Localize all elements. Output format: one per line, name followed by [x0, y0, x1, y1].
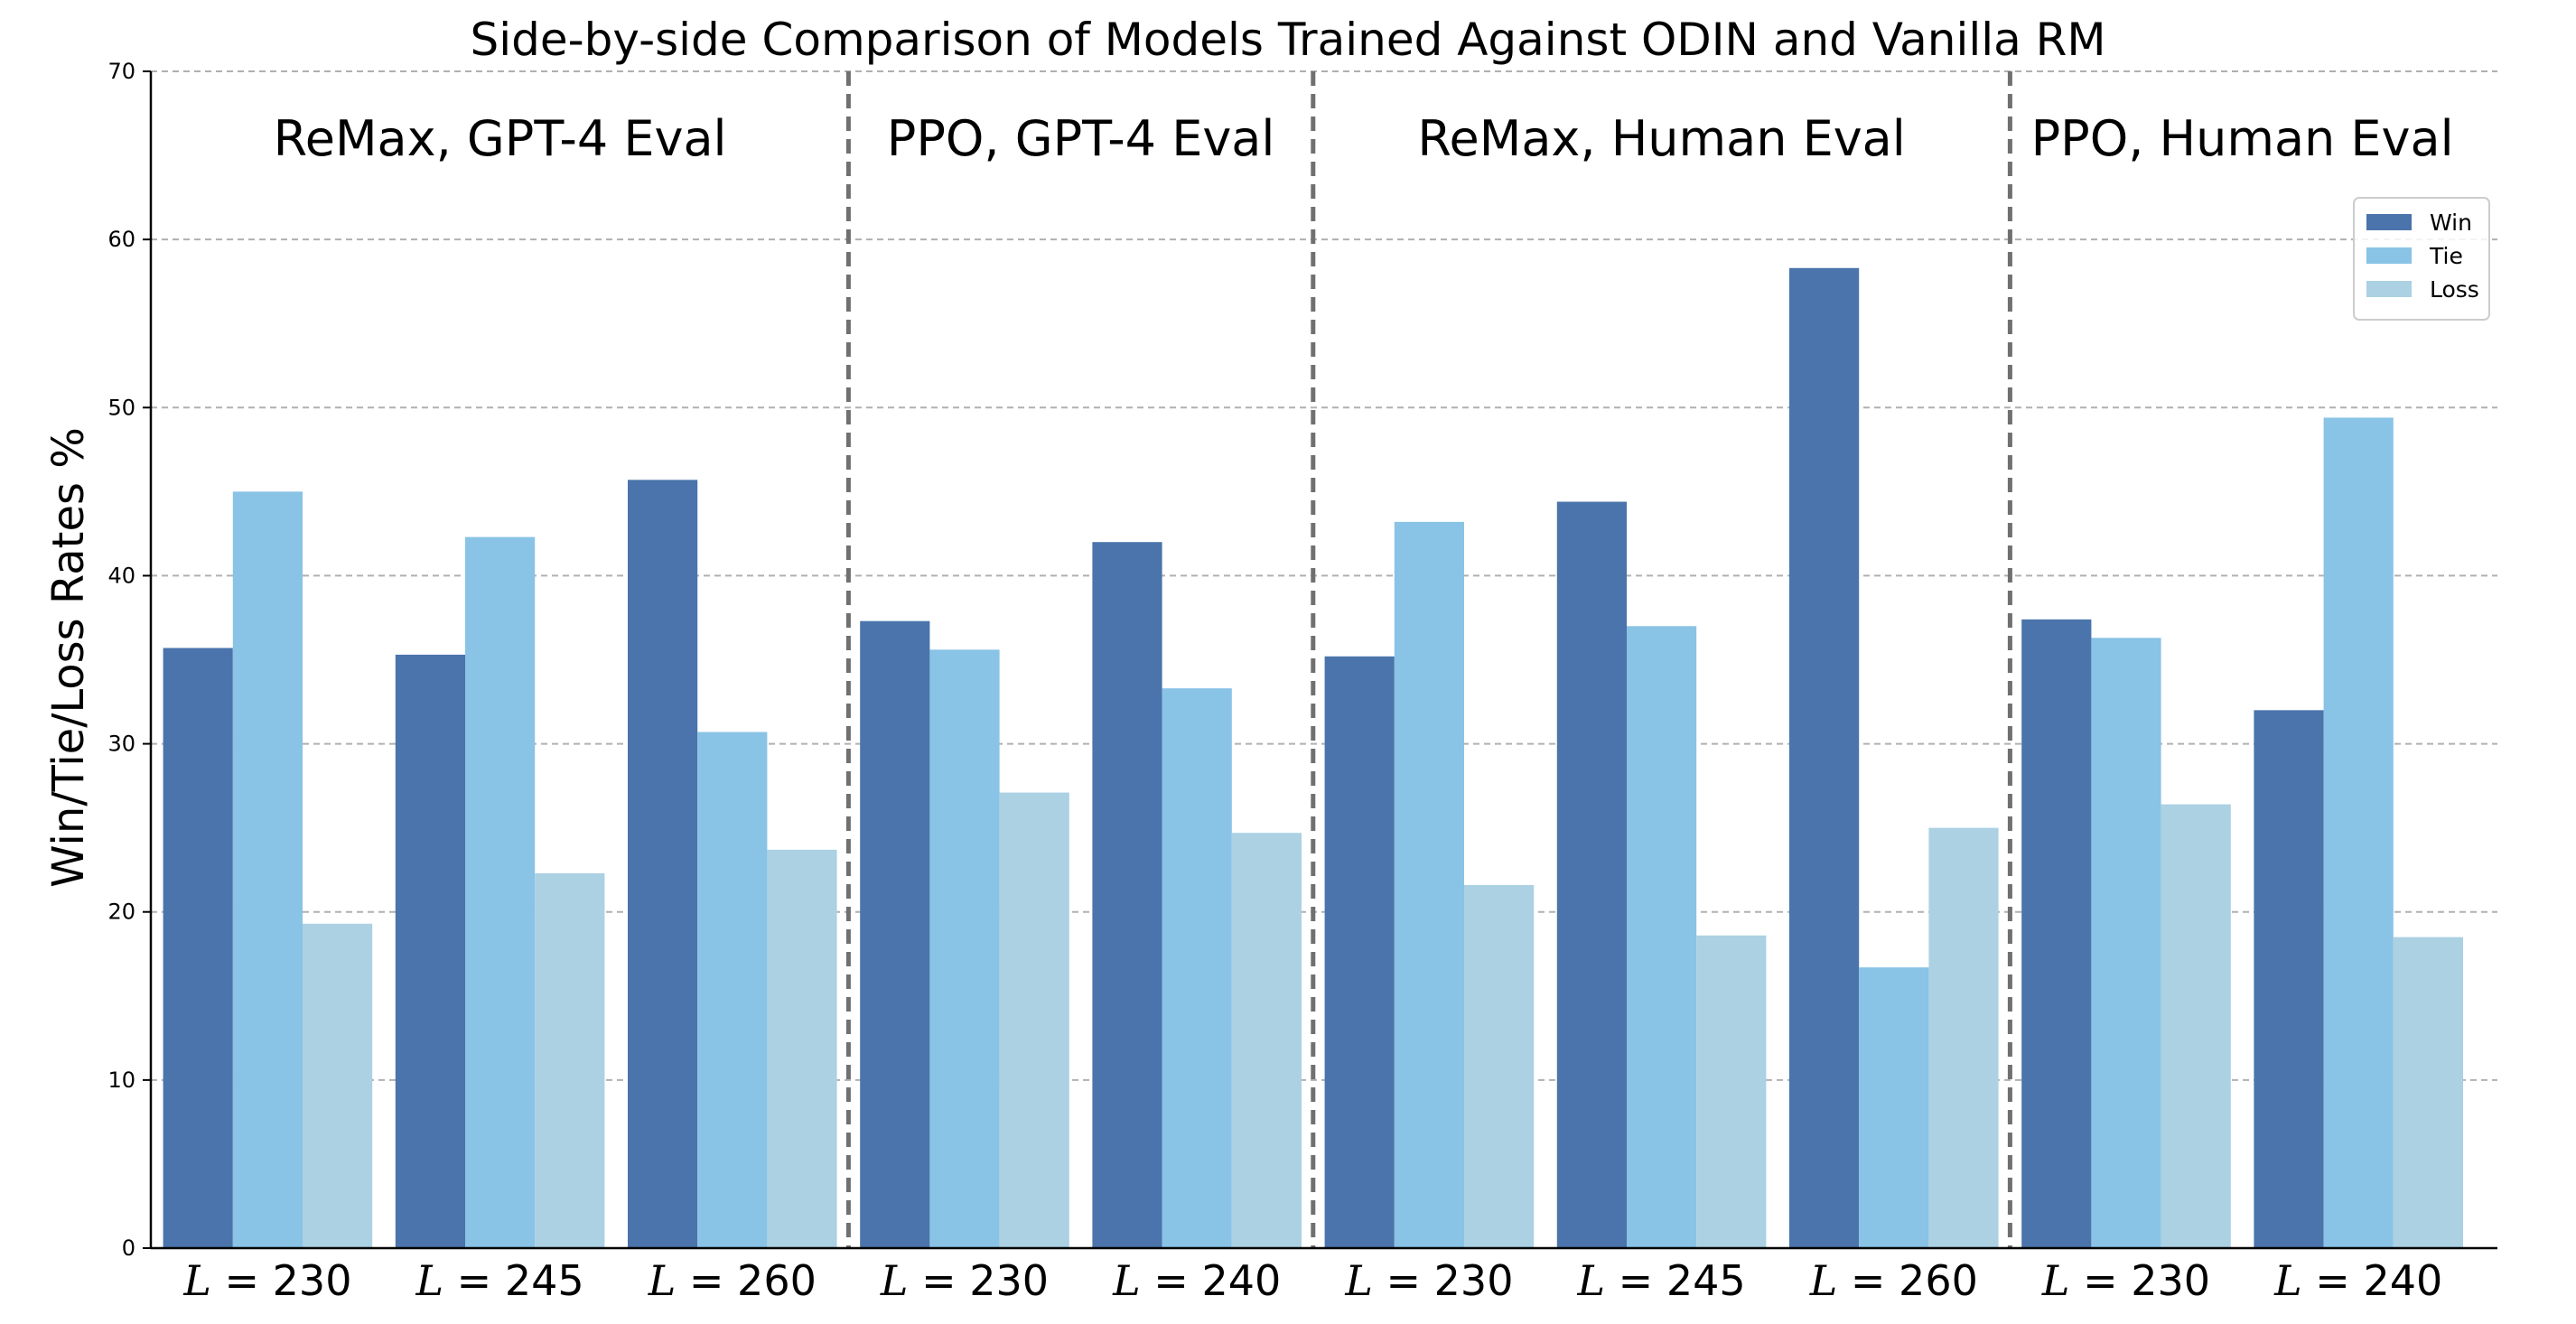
- bar-tie: [929, 649, 1000, 1248]
- legend-swatch: [2366, 281, 2412, 297]
- x-tick-label: L = 230: [182, 1256, 351, 1305]
- section-dividers: [845, 71, 2012, 1248]
- bar-win: [628, 480, 698, 1248]
- bar-loss: [2161, 804, 2231, 1248]
- x-tick-value: = 240: [1141, 1256, 1282, 1305]
- bar-loss: [767, 849, 837, 1248]
- section-labels: ReMax, GPT-4 Eval PPO, GPT-4 Eval ReMax, H…: [274, 110, 2454, 167]
- x-tick-label: L = 230: [880, 1256, 1049, 1305]
- y-tick-label: 10: [107, 1068, 135, 1093]
- bar-loss: [535, 872, 605, 1248]
- x-tick-label: L = 240: [2273, 1256, 2442, 1305]
- legend-label: Loss: [2430, 276, 2479, 303]
- bar-win: [1789, 267, 1860, 1249]
- bar-tie: [697, 732, 768, 1248]
- bar-tie: [232, 491, 303, 1248]
- x-tick-variable: L: [415, 1256, 444, 1305]
- x-tick-value: = 245: [1605, 1256, 1746, 1305]
- x-tick-value: = 260: [676, 1256, 817, 1305]
- x-tick-variable: L: [648, 1256, 677, 1305]
- x-tick-variable: L: [1344, 1256, 1373, 1305]
- legend-swatch: [2366, 214, 2412, 230]
- x-tick-variable: L: [182, 1256, 211, 1305]
- x-tick-value: = 230: [908, 1256, 1049, 1305]
- axes: [149, 71, 2497, 1250]
- legend-swatch: [2366, 247, 2412, 264]
- bar-loss: [2393, 937, 2463, 1248]
- x-tick-value: = 240: [2302, 1256, 2443, 1305]
- x-tick-variable: L: [880, 1256, 909, 1305]
- x-tick-value: = 230: [2069, 1256, 2210, 1305]
- y-tick-labels: 0 10 20 30 40 50 60 70: [107, 59, 151, 1261]
- y-tick-label: 70: [107, 59, 135, 84]
- x-tick-variable: L: [1112, 1256, 1141, 1305]
- y-tick-label: 50: [107, 395, 135, 420]
- x-tick-value: = 230: [211, 1256, 352, 1305]
- bar-tie: [1394, 521, 1464, 1248]
- bar-loss: [1231, 833, 1302, 1248]
- bar-tie: [2091, 638, 2161, 1248]
- bar-win: [2021, 619, 2092, 1248]
- y-tick-label: 30: [107, 732, 135, 757]
- bar-win: [1092, 542, 1162, 1248]
- x-tick-variable: L: [2041, 1256, 2070, 1305]
- y-tick-label: 40: [107, 563, 135, 588]
- x-tick-label: L = 260: [1809, 1256, 1978, 1305]
- section-label: PPO, GPT-4 Eval: [887, 110, 1275, 167]
- x-tick-label: L = 245: [415, 1256, 584, 1305]
- x-tick-label: L = 245: [1577, 1256, 1746, 1305]
- bars: [163, 267, 2463, 1249]
- section-label: PPO, Human Eval: [2031, 110, 2454, 167]
- chart-title: Side-by-side Comparison of Models Traine…: [470, 14, 2105, 66]
- bar-win: [1556, 501, 1627, 1248]
- bar-win: [860, 620, 930, 1248]
- bar-loss: [999, 792, 1069, 1248]
- bar-win: [1324, 656, 1395, 1248]
- bar-tie: [2323, 417, 2394, 1248]
- x-tick-variable: L: [1577, 1256, 1606, 1305]
- x-tick-labels: L = 230 L = 245 L = 260 L = 230 L = 240 L = 2…: [182, 1256, 2442, 1305]
- legend-label: Tie: [2429, 243, 2463, 269]
- legend: Win Tie Loss: [2353, 197, 2490, 321]
- bar-win: [395, 654, 465, 1248]
- x-tick-value: = 260: [1837, 1256, 1978, 1305]
- x-tick-label: L = 240: [1112, 1256, 1281, 1305]
- y-tick-label: 60: [107, 227, 135, 252]
- bar-loss: [303, 923, 373, 1248]
- x-tick-label: L = 230: [2041, 1256, 2210, 1305]
- x-tick-variable: L: [2273, 1256, 2302, 1305]
- y-axis-label: Win/Tie/Loss Rates %: [43, 427, 94, 888]
- y-tick-label: 0: [122, 1235, 135, 1261]
- bar-tie: [1627, 626, 1697, 1248]
- x-tick-label: L = 230: [1344, 1256, 1513, 1305]
- y-tick-label: 20: [107, 900, 135, 925]
- x-tick-value: = 230: [1373, 1256, 1514, 1305]
- bar-tie: [1859, 967, 1929, 1248]
- section-label: ReMax, Human Eval: [1417, 110, 1905, 167]
- bar-tie: [1162, 688, 1232, 1248]
- legend-label: Win: [2430, 210, 2472, 236]
- bar-win: [163, 648, 233, 1248]
- x-tick-variable: L: [1809, 1256, 1838, 1305]
- bar-loss: [1464, 884, 1535, 1248]
- x-tick-value: = 245: [443, 1256, 584, 1305]
- bar-tie: [465, 536, 536, 1248]
- section-label: ReMax, GPT-4 Eval: [274, 110, 727, 167]
- bar-loss: [1696, 935, 1767, 1248]
- bar-loss: [1928, 827, 1999, 1248]
- x-tick-label: L = 260: [648, 1256, 817, 1305]
- bar-win: [2254, 710, 2324, 1248]
